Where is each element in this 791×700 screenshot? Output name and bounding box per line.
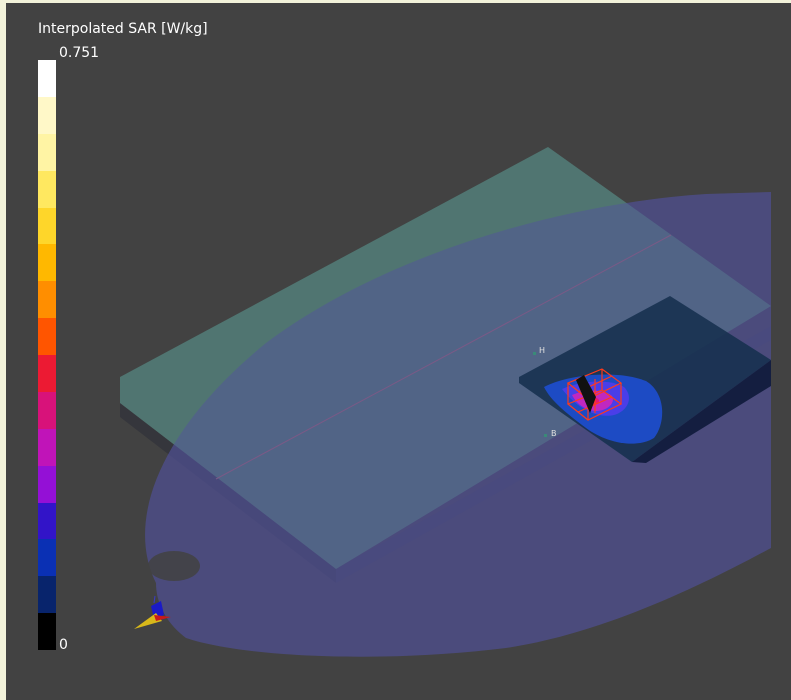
colorbar-segment [38,60,56,97]
phone-top-overlay [120,147,771,569]
phone-center-line [215,234,672,480]
colorbar-segment [38,207,56,245]
axis-triad-icon [134,595,171,629]
colorbar-segment [38,96,56,134]
colorbar-segment [38,244,56,282]
marker-b-label: B [551,429,557,438]
flat-phantom [145,192,772,657]
colorbar-segment [38,391,56,429]
viewport-3d[interactable]: H B Interpolated SAR [W/kg] 0.751 0 [6,3,791,700]
colorbar-segment [38,428,56,466]
marker-h-label: H [539,346,545,355]
area-scan-side [632,360,771,463]
marker-b-icon [544,434,547,437]
colorbar-segment [38,133,56,171]
phantom-hole [148,551,200,581]
colorbar [38,60,56,650]
colorbar-title: Interpolated SAR [W/kg] [38,21,208,37]
colorbar-min-label: 0 [59,637,68,653]
colorbar-max-label: 0.751 [59,45,100,61]
colorbar-segment [38,281,56,319]
scene-3d[interactable]: H B [6,3,791,700]
colorbar-segment [38,539,56,577]
colorbar-segment [38,465,56,503]
colorbar-segment [38,355,56,392]
colorbar-segment [38,170,56,208]
colorbar-segment [38,502,56,540]
colorbar-segment [38,318,56,355]
colorbar-segment [38,613,56,650]
probe [576,375,596,413]
colorbar-segment [38,576,56,614]
marker-h-icon [533,352,536,355]
